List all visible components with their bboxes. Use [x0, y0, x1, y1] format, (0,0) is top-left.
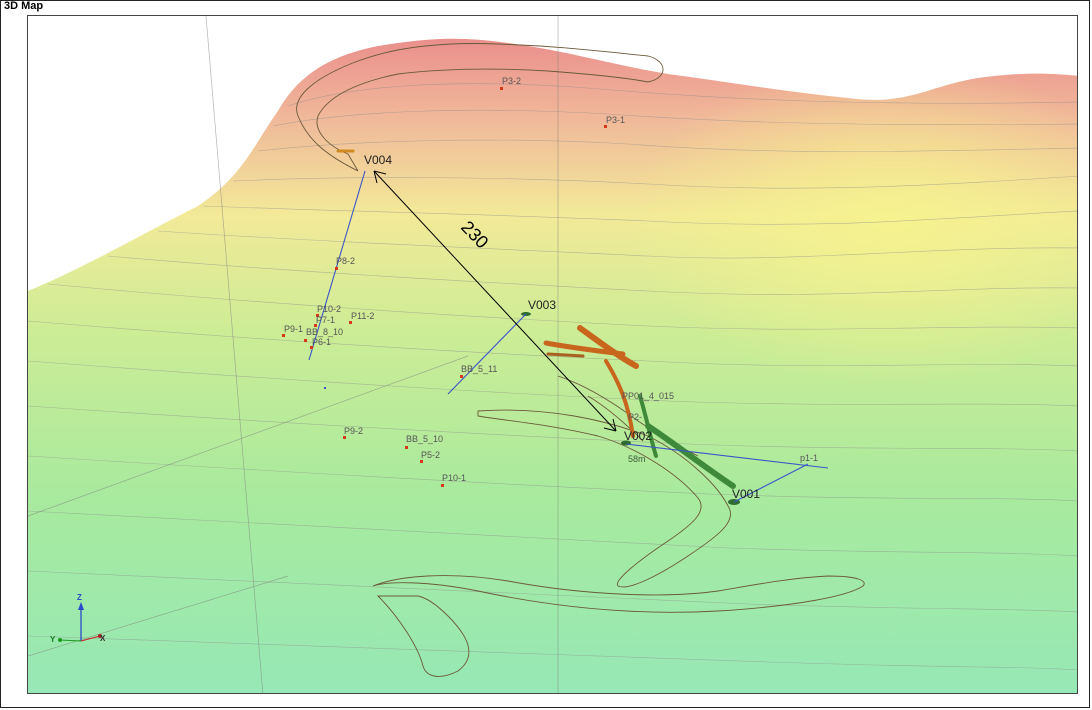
axis-y-label: Y [50, 635, 56, 644]
3d-map-viewport[interactable]: 230 58m V004 V003 V002 V001 [27, 15, 1078, 694]
point-label: BB_5_11 [461, 364, 497, 374]
station-labels: V004 V003 V002 V001 [364, 153, 760, 501]
axis-z-label: Z [77, 593, 82, 602]
point-label: BB_8_10 [306, 327, 343, 337]
station-v001: V001 [732, 487, 760, 501]
tunnel-outlines [296, 43, 865, 677]
point-label: P3-1 [606, 115, 625, 125]
point-label: P3-2 [502, 76, 521, 86]
window-title: 3D Map [4, 0, 44, 12]
point-label: PP01_4_015 [622, 391, 674, 401]
small-measure-label: 58m [628, 454, 646, 464]
point-label: P10-2 [317, 304, 341, 314]
orebody-green [521, 312, 740, 505]
drill-lines [308, 170, 829, 503]
station-v002: V002 [624, 429, 652, 443]
station-v003: V003 [528, 298, 556, 312]
point-label: p1-1 [800, 453, 818, 463]
measurement-arrow [373, 170, 617, 432]
point-label: P8-2 [336, 256, 355, 266]
station-v004: V004 [364, 153, 392, 167]
axis-x-label: X [100, 634, 106, 643]
point-label: P2- [628, 412, 642, 422]
point-label: P9-2 [344, 426, 363, 436]
axis-triad: Z Y X [50, 593, 106, 644]
terrain-canvas[interactable]: 230 58m V004 V003 V002 V001 [28, 16, 1078, 694]
point-labels: P3-2 P3-1 P8-2 P10-2 P7-1 P11-2 P9-1 BB_… [284, 76, 818, 483]
point-label: P6-1 [312, 337, 331, 347]
point-label: P5-2 [421, 450, 440, 460]
point-label: P11-2 [351, 311, 374, 321]
point-label: P7-1 [316, 315, 335, 325]
point-label: P9-1 [284, 324, 303, 334]
point-markers [282, 87, 607, 487]
point-label: P10-1 [442, 473, 466, 483]
point-label: BB_5_10 [406, 434, 443, 444]
orebody-orange [336, 149, 639, 438]
